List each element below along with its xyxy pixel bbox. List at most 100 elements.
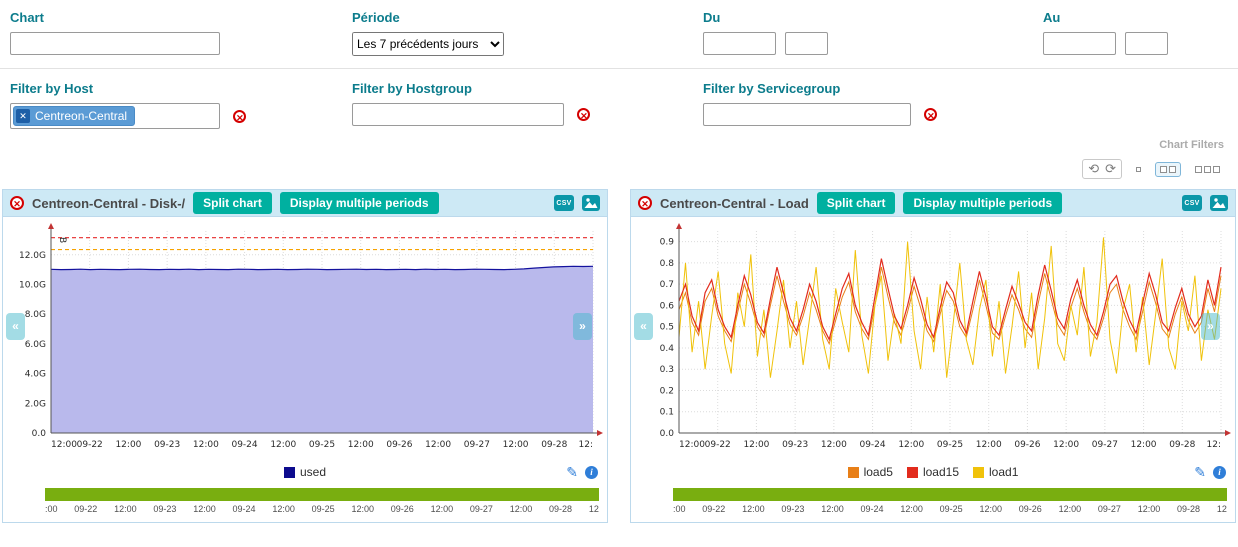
host-tag[interactable]: ✕ Centreon-Central <box>13 106 136 126</box>
scroll-left-button[interactable]: « <box>634 313 653 340</box>
chart-panel-disk: ✕ Centreon-Central - Disk-/ Split chart … <box>2 189 608 523</box>
layout-1-column-toggle[interactable] <box>1132 164 1145 175</box>
timeline-tick-label: 12:00 <box>509 503 533 514</box>
export-csv-icon[interactable]: CSV <box>554 195 574 211</box>
square-icon <box>1136 166 1141 172</box>
legend-label: load5 <box>863 465 893 479</box>
timeline-tick-label: :00 <box>45 503 58 514</box>
refresh-icon[interactable]: ⟲ <box>1088 161 1100 176</box>
export-image-icon[interactable] <box>1210 195 1228 211</box>
scroll-right-button[interactable]: » <box>1201 313 1220 340</box>
close-chart-icon[interactable]: ✕ <box>638 196 652 210</box>
legend-row: load5 load15 load1 ✎ i <box>631 462 1235 486</box>
legend-item-load1[interactable]: load1 <box>973 465 1018 479</box>
legend-label: used <box>299 465 327 479</box>
legend-item-used[interactable]: used <box>283 465 327 479</box>
du-date-input[interactable] <box>703 32 776 55</box>
svg-text:0.7: 0.7 <box>660 280 674 290</box>
export-csv-icon[interactable]: CSV <box>1182 195 1202 211</box>
square-icon <box>1195 165 1202 173</box>
clear-hostgroup-filter-icon[interactable]: ✕ <box>577 107 591 121</box>
svg-text:09-26: 09-26 <box>386 440 412 450</box>
timeline-bar[interactable] <box>45 487 599 501</box>
charts-grid: ✕ Centreon-Central - Disk-/ Split chart … <box>0 189 1238 523</box>
svg-text:12:: 12: <box>1207 440 1221 450</box>
hostgroup-filter-label: Filter by Hostgroup <box>352 81 472 96</box>
svg-text:0.1: 0.1 <box>660 408 674 418</box>
du-time-input[interactable] <box>785 32 829 55</box>
edit-icon[interactable]: ✎ <box>566 464 578 480</box>
svg-text:09-22: 09-22 <box>705 440 731 450</box>
display-multiple-periods-button[interactable]: Display multiple periods <box>903 192 1063 214</box>
svg-text:6.0G: 6.0G <box>25 340 46 350</box>
svg-text:09-28: 09-28 <box>1169 440 1195 450</box>
legend-item-load5[interactable]: load5 <box>847 465 893 479</box>
load-graph: 12:00 09-22 12:00 09-23 12:00 09-24 12:00 09-25… <box>660 223 1231 450</box>
scroll-right-button[interactable]: » <box>573 313 592 340</box>
svg-text:B: B <box>57 237 67 243</box>
svg-text:12:00: 12:00 <box>348 440 374 450</box>
svg-text:09-25: 09-25 <box>937 440 963 450</box>
legend-swatch-icon <box>973 466 985 478</box>
svg-text:12:00: 12:00 <box>821 440 847 450</box>
legend-row: used ✎ i <box>3 462 607 486</box>
legend-swatch-icon <box>847 466 859 478</box>
chart-actions: ✎ i <box>1194 464 1226 481</box>
chart-title: Centreon-Central - Load <box>660 195 809 211</box>
legend-item-load15[interactable]: load15 <box>906 465 959 479</box>
servicegroup-filter-group: Filter by Servicegroup ✕ <box>703 81 1043 126</box>
clear-host-filter-icon[interactable]: ✕ <box>233 109 247 123</box>
host-filter-group: Filter by Host ✕ Centreon-Central ✕ <box>10 81 352 129</box>
au-time-input[interactable] <box>1125 32 1169 55</box>
svg-text:0.2: 0.2 <box>660 386 674 396</box>
timeline-tick-label: 12 <box>588 503 599 514</box>
timeline-preview: :00 09-22 12:00 09-23 12:00 09-24 12:00 09-25 12… <box>631 486 1235 522</box>
svg-text:0.3: 0.3 <box>660 365 674 375</box>
svg-text:09-27: 09-27 <box>464 440 490 450</box>
svg-text:12:00: 12:00 <box>976 440 1002 450</box>
svg-text:0.8: 0.8 <box>660 259 675 269</box>
timeline-tick-label: 09-22 <box>702 503 726 514</box>
timeline-tick-label: 12 <box>1216 503 1227 514</box>
timeline-tick-label: 09-28 <box>1177 503 1201 514</box>
svg-text:12:00: 12:00 <box>115 440 141 450</box>
chart-legend: used <box>277 465 333 481</box>
layout-2-columns-toggle[interactable] <box>1155 161 1181 177</box>
svg-text:12:00: 12:00 <box>425 440 451 450</box>
layout-3-columns-toggle[interactable] <box>1191 163 1224 176</box>
edit-icon[interactable]: ✎ <box>1194 464 1206 480</box>
display-multiple-periods-button[interactable]: Display multiple periods <box>279 192 439 214</box>
timeline-tick-label: 09-23 <box>153 503 177 514</box>
timeline-preview: :00 09-22 12:00 09-23 12:00 09-24 12:00 09-25 12… <box>3 486 607 522</box>
au-date-input[interactable] <box>1043 32 1116 55</box>
plot-area: 12:00 09-22 12:00 09-23 12:00 09-24 12:00 09-25… <box>3 217 607 462</box>
au-filter-group: Au <box>1043 10 1224 55</box>
servicegroup-filter-label: Filter by Servicegroup <box>703 81 841 96</box>
close-chart-icon[interactable]: ✕ <box>10 196 24 210</box>
auto-refresh-icon[interactable]: ⟳ <box>1105 161 1116 176</box>
chart-legend: load5 load15 load1 <box>841 465 1026 481</box>
host-filter-input[interactable]: ✕ Centreon-Central <box>10 103 220 129</box>
split-chart-button[interactable]: Split chart <box>816 192 896 214</box>
servicegroup-filter-input[interactable] <box>703 103 911 126</box>
svg-text:0.0: 0.0 <box>660 429 675 439</box>
timeline-tick-label: :00 <box>673 503 686 514</box>
timeline-ticks: :00 09-22 12:00 09-23 12:00 09-24 12:00 09-25 12… <box>673 504 1227 514</box>
hostgroup-filter-input[interactable] <box>352 103 564 126</box>
timeline-tick-label: 09-26 <box>390 503 414 514</box>
legend-swatch-icon <box>906 466 918 478</box>
timeline-bar[interactable] <box>673 487 1227 501</box>
split-chart-button[interactable]: Split chart <box>193 192 272 214</box>
info-icon[interactable]: i <box>1213 466 1226 479</box>
clear-servicegroup-filter-icon[interactable]: ✕ <box>924 107 938 121</box>
export-image-icon[interactable] <box>582 195 600 211</box>
info-icon[interactable]: i <box>585 466 598 479</box>
scroll-left-button[interactable]: « <box>6 313 25 340</box>
periode-select[interactable]: Les 7 précédents jours <box>352 32 504 56</box>
chart-header: ✕ Centreon-Central - Load Split chart Di… <box>631 190 1235 217</box>
timeline-tick-label: 09-22 <box>74 503 98 514</box>
chart-filter-input[interactable] <box>10 32 220 55</box>
filters-divider <box>0 68 1238 69</box>
host-tag-remove-icon[interactable]: ✕ <box>16 109 30 123</box>
